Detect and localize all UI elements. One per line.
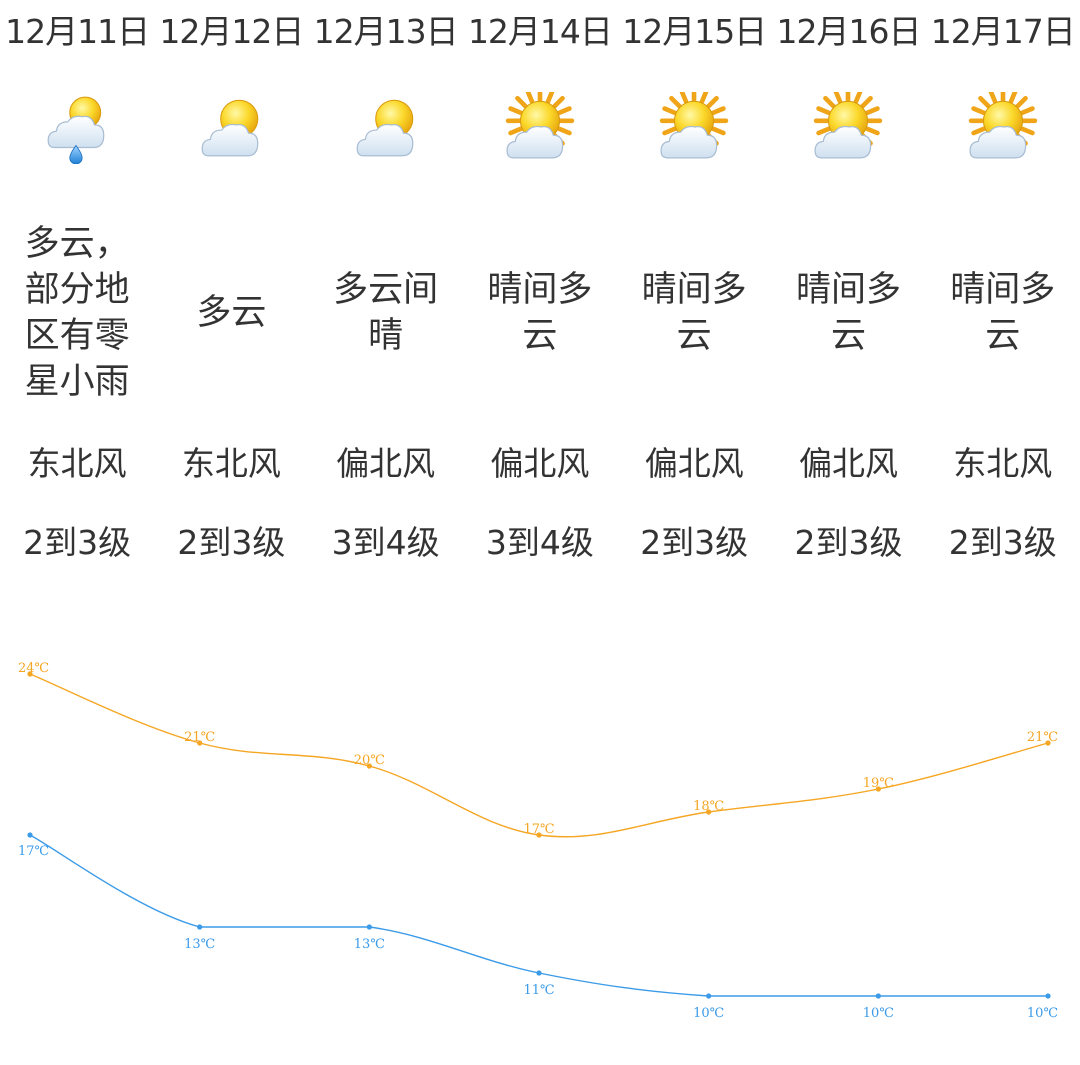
low-temp-point [197,924,203,930]
high-temp-point [875,786,881,792]
high-temp-label: 21℃ [184,730,215,745]
cloud-sun-icon [195,92,267,164]
date-label: 12月16日 [776,12,921,51]
high-temp-line [29,673,1049,838]
wind-level: 2到3级 [177,523,286,562]
wind-direction: 偏北风 [798,444,898,483]
high-temp-point [1045,740,1051,746]
temperature-chart: 24℃ 21℃ 20℃ 17℃ 18℃ 19℃ 21℃ 17℃ 13℃ 13℃ 11℃ 10℃ 10℃ 1… [18,661,1058,1021]
high-temp-point [27,671,33,677]
date-label: 12月17日 [930,12,1076,51]
wind-direction: 东北风 [181,444,281,483]
condition: 晴间多云 [487,270,593,356]
high-temp-label: 20℃ [354,753,385,768]
low-temp-label: 17℃ [18,844,49,859]
date-label: 12月11日 [5,12,150,51]
wind-level: 2到3级 [23,523,132,562]
cloud-sun-icon [350,92,422,164]
condition: 多云间晴 [333,270,439,356]
wind-level: 3到4级 [331,523,440,562]
low-temp-point [366,924,372,930]
wind-direction: 东北风 [953,444,1053,483]
low-temp-point [27,832,33,838]
high-temp-label: 24℃ [18,661,49,676]
cloud-sun-rain-icon [41,92,113,165]
high-temp-point [366,763,372,769]
wind-level: 3到4级 [485,523,594,562]
date-label: 12月13日 [313,12,459,51]
condition: 晴间多云 [795,270,901,356]
low-temp-point [536,970,542,976]
wind-direction: 偏北风 [644,444,744,483]
condition: 多云，部分地区有零星小雨 [24,224,130,402]
low-temp-point [706,993,712,999]
date-label: 12月12日 [159,12,304,51]
wind-direction: 偏北风 [336,444,436,483]
wind-level: 2到3级 [948,523,1057,562]
condition: 晴间多云 [950,270,1056,356]
wind-level: 2到3级 [794,523,903,562]
low-temp-point [875,993,881,999]
wind-direction: 偏北风 [490,444,590,483]
high-temp-point [536,832,542,838]
high-temp-label: 18℃ [693,799,724,814]
low-temp-point [1045,993,1051,999]
low-temp-label: 10℃ [1027,1006,1058,1021]
high-temp-label: 17℃ [523,822,554,837]
low-temp-label: 13℃ [184,937,215,952]
high-temp-label: 19℃ [863,776,894,791]
sun-cloud-icon [504,86,576,164]
high-temp-point [706,809,712,815]
wind-level: 2到3级 [640,523,749,562]
date-label: 12月15日 [622,12,767,51]
high-temp-point [197,740,203,746]
high-temp-label: 21℃ [1027,730,1058,745]
sun-cloud-icon [658,86,730,164]
condition: 晴间多云 [641,270,747,356]
low-temp-label: 10℃ [863,1006,894,1021]
sun-cloud-icon [812,86,884,164]
condition: 多云 [196,293,267,333]
low-temp-label: 10℃ [693,1006,724,1021]
low-temp-label: 13℃ [354,937,385,952]
low-temp-label: 11℃ [523,983,554,998]
sun-cloud-icon [967,86,1039,164]
date-label: 12月14日 [467,12,613,51]
wind-direction: 东北风 [27,444,127,483]
